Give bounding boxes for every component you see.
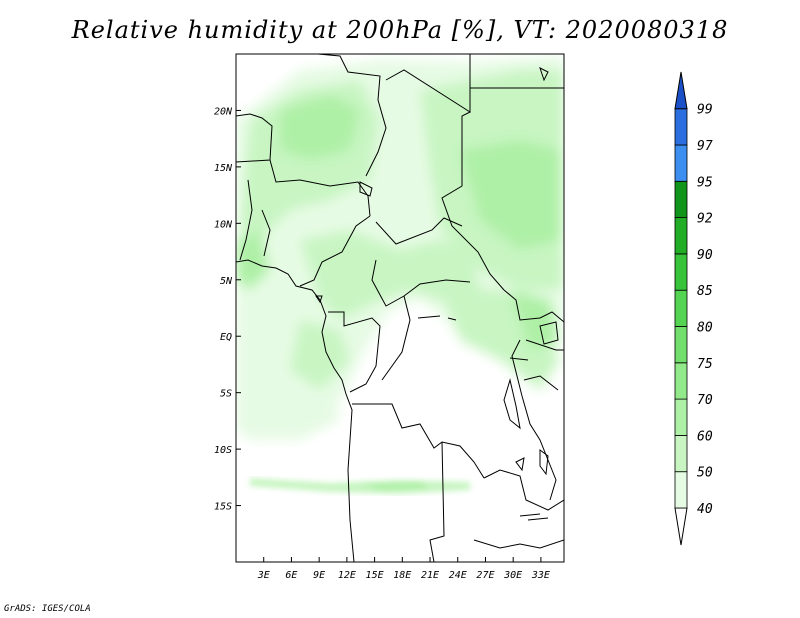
- colorbar-swatch: [674, 362, 688, 400]
- lon-tick-label: 15E: [366, 570, 384, 581]
- colorbar-label: 50: [697, 466, 713, 481]
- country-boundaries: [236, 54, 564, 562]
- colorbar-label: 92: [697, 212, 713, 227]
- colorbar-label: 80: [697, 321, 713, 336]
- lat-tick-label: 15S: [214, 502, 232, 513]
- colorbar-upper-triangle: [674, 71, 688, 110]
- colorbar-label: 75: [697, 357, 713, 372]
- lat-tick-label: 10S: [214, 445, 232, 456]
- lon-tick-label: 6E: [285, 570, 297, 581]
- grads-credit: GrADS: IGES/COLA: [4, 604, 91, 614]
- colorbar-label: 97: [697, 139, 713, 154]
- lon-tick-label: 33E: [531, 570, 550, 581]
- lon-tick-label: 27E: [476, 570, 494, 581]
- lon-tick-label: 18E: [393, 570, 411, 581]
- lon-tick-label: 12E: [338, 570, 356, 581]
- colorbar-label: 99: [697, 103, 713, 118]
- lat-tick-label: EQ: [220, 332, 232, 343]
- colorbar-label: 95: [697, 175, 713, 190]
- colorbar-label: 85: [697, 284, 713, 299]
- lat-tick-label: 5S: [220, 389, 232, 400]
- colorbar-swatch: [674, 180, 688, 219]
- colorbar-label: 70: [697, 393, 713, 408]
- colorbar-swatch: [674, 108, 688, 146]
- lat-tick-label: 15N: [214, 163, 233, 174]
- colorbar-swatch: [674, 398, 688, 436]
- colorbar-swatch: [674, 253, 688, 291]
- latitude-axis: 20N 15N 10N 5N EQ 5S 10S 15S: [214, 106, 241, 513]
- lon-tick-label: 30E: [503, 570, 522, 581]
- lon-tick-label: 3E: [257, 570, 270, 581]
- colorbar-swatch: [674, 289, 688, 327]
- colorbar-swatch: [674, 217, 688, 255]
- colorbar-swatch: [674, 326, 688, 364]
- lat-tick-label: 5N: [220, 276, 233, 287]
- colorbar-swatch: [674, 434, 688, 473]
- colorbar-label: 60: [697, 429, 713, 444]
- lon-tick-label: 21E: [421, 570, 439, 581]
- lon-tick-label: 24E: [449, 570, 467, 581]
- lat-tick-label: 10N: [214, 219, 233, 230]
- longitude-axis: 3E 6E 9E 12E 15E 18E 21E 24E 27E 30E 33E: [257, 557, 550, 581]
- lon-tick-label: 9E: [313, 570, 325, 581]
- colorbar-lower-triangle: [674, 507, 688, 546]
- colorbar-label: 40: [697, 502, 713, 517]
- colorbar: 40 50 60 70 75 80 85 90 92 95 97 99: [674, 71, 713, 546]
- map-frame: [235, 53, 565, 563]
- map-title: Relative humidity at 200hPa [%], VT: 202…: [71, 16, 729, 44]
- colorbar-swatch: [674, 144, 688, 182]
- colorbar-label: 90: [697, 248, 713, 263]
- humidity-shading: [236, 54, 564, 562]
- colorbar-swatch: [674, 471, 688, 509]
- lat-tick-label: 20N: [214, 106, 233, 117]
